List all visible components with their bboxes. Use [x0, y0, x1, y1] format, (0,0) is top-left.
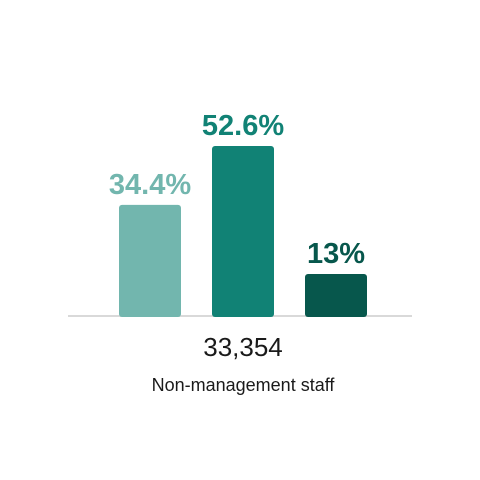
bar-value-label-2: 52.6%	[202, 110, 284, 142]
value-labels-group: 34.4% 52.6% 13%	[109, 110, 365, 270]
total-count-label: 33,354	[203, 332, 283, 362]
bars-group	[119, 146, 367, 317]
bar-3	[305, 273, 367, 317]
bar-2	[212, 146, 274, 317]
bar-value-label-1: 34.4%	[109, 169, 191, 201]
bar-1	[119, 204, 181, 317]
group-category-label: Non-management staff	[152, 375, 336, 395]
bar-value-label-3: 13%	[307, 238, 365, 270]
